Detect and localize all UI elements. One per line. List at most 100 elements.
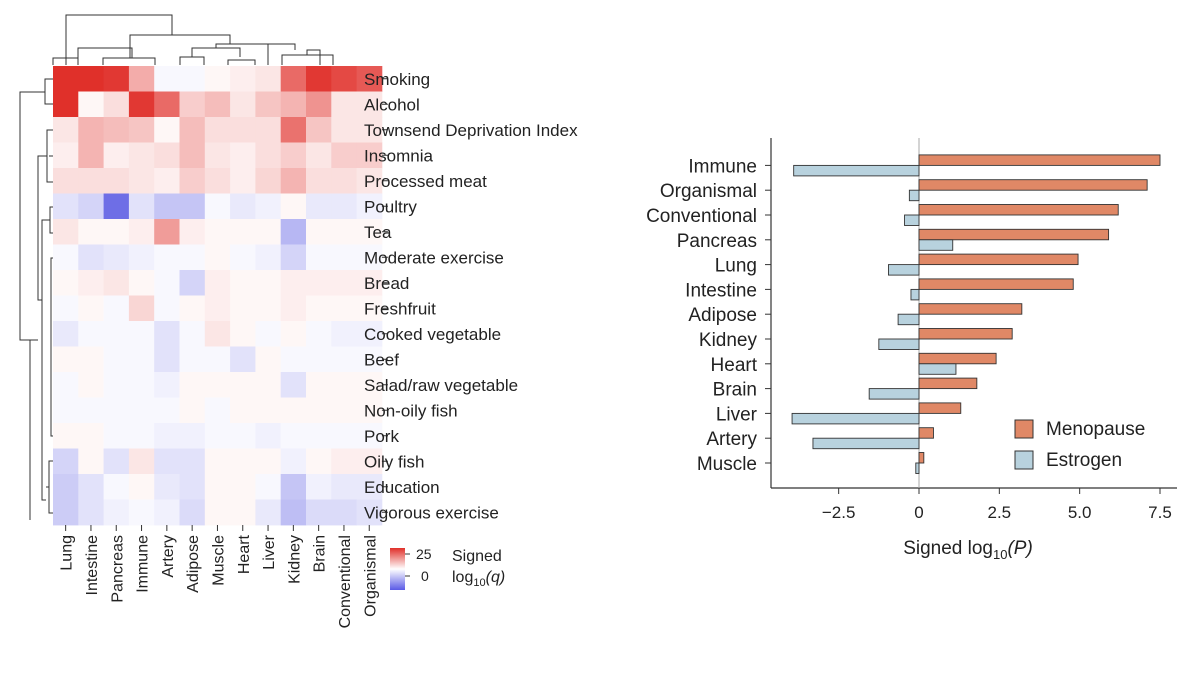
heatmap-cell xyxy=(204,193,231,220)
heatmap-panel: Smoking Alcohol Townsend Deprivation Index… xyxy=(19,14,578,628)
col-dendro-link xyxy=(102,57,156,65)
bar-chart-category-label: Organismal xyxy=(660,181,757,202)
heatmap-cell xyxy=(230,499,256,526)
heatmap-cell xyxy=(280,499,307,526)
heatmap-cell xyxy=(204,142,231,169)
heatmap-cell xyxy=(356,423,383,449)
heatmap-cell xyxy=(331,193,357,220)
heatmap-cell xyxy=(128,142,155,169)
heatmap-cell xyxy=(204,219,231,245)
heatmap-cell xyxy=(230,117,256,143)
heatmap-cell xyxy=(179,474,206,500)
heatmap-cell xyxy=(53,270,79,296)
bar-estrogen xyxy=(878,338,920,350)
heatmap-cell xyxy=(103,219,130,245)
bar-chart-category-label: Intestine xyxy=(685,280,757,301)
heatmap-cell xyxy=(306,448,332,475)
bar-menopause xyxy=(918,377,978,390)
heatmap-cell xyxy=(230,346,256,373)
heatmap-cell xyxy=(103,346,130,373)
heatmap-cell xyxy=(255,168,282,194)
heatmap-cell xyxy=(204,397,231,424)
heatmap-cell xyxy=(331,168,357,194)
heatmap-cell xyxy=(103,448,130,475)
color-scale-bar xyxy=(390,548,405,590)
heatmap-cell xyxy=(280,168,307,194)
heatmap-cell xyxy=(204,474,231,500)
row-dendro-link xyxy=(29,339,38,520)
heatmap-cell xyxy=(280,397,307,424)
heatmap-cell xyxy=(306,423,332,449)
row-dendro-link xyxy=(48,460,53,514)
bar-chart-legend: Menopause Estrogen xyxy=(1014,419,1145,471)
bar-menopause xyxy=(918,452,925,464)
bar-chart-category-label: Brain xyxy=(713,380,757,401)
heatmap-cell xyxy=(255,423,282,449)
heatmap-cell xyxy=(78,117,104,143)
col-dendro-link xyxy=(65,14,173,65)
heatmap-cell xyxy=(128,91,155,118)
heatmap-cell xyxy=(356,244,383,271)
heatmap-cell xyxy=(280,448,307,475)
heatmap-cell xyxy=(331,142,357,169)
bar-menopause xyxy=(918,352,997,365)
heatmap-row-label: Cooked vegetable xyxy=(364,325,501,344)
heatmap-cell xyxy=(306,193,332,220)
heatmap-cell xyxy=(331,244,357,271)
heatmap-cell xyxy=(255,499,282,526)
heatmap-cell xyxy=(103,321,130,347)
heatmap-cell xyxy=(306,499,332,526)
bar-chart-category-label: Heart xyxy=(711,355,758,376)
heatmap-cell xyxy=(255,219,282,245)
heatmap-cell xyxy=(255,117,282,143)
heatmap-cell xyxy=(53,448,79,475)
heatmap-col-label: Heart xyxy=(236,534,253,574)
col-dendro-link xyxy=(77,47,133,58)
heatmap-cell xyxy=(204,423,231,449)
heatmap-row-label: Smoking xyxy=(364,70,430,89)
heatmap-cell xyxy=(230,321,256,347)
row-dendro-link xyxy=(49,206,53,234)
bar-estrogen xyxy=(812,437,920,450)
heatmap-cell xyxy=(306,346,332,373)
bar-menopause xyxy=(918,228,1110,241)
heatmap-cell xyxy=(154,448,180,475)
heatmap-cell xyxy=(53,91,79,118)
heatmap-cell xyxy=(179,448,206,475)
heatmap-cell xyxy=(204,117,231,143)
heatmap-cell xyxy=(78,499,104,526)
heatmap-cell xyxy=(53,117,79,143)
heatmap-cell xyxy=(78,66,104,92)
heatmap-cell xyxy=(103,295,130,322)
heatmap-cell xyxy=(154,168,180,194)
heatmap-cell xyxy=(331,91,357,118)
heatmap-cell xyxy=(128,193,155,220)
heatmap-cell xyxy=(53,142,79,169)
bar-estrogen xyxy=(908,189,920,202)
heatmap-cell xyxy=(103,397,130,424)
heatmap-cell xyxy=(280,219,307,245)
legend-swatch-estrogen xyxy=(1014,450,1034,470)
heatmap-cell xyxy=(128,397,155,424)
bar-menopause xyxy=(918,303,1023,315)
heatmap-cell xyxy=(255,295,282,322)
heatmap-cell xyxy=(255,346,282,373)
heatmap-cell xyxy=(255,474,282,500)
color-scale-title-suffix: (q) xyxy=(486,569,506,586)
heatmap-cell xyxy=(230,474,256,500)
bar-chart-panel: Immune Organismal Conventional Pancreas Lung… xyxy=(646,138,1177,562)
bar-estrogen xyxy=(888,264,920,276)
heatmap-cell xyxy=(306,474,332,500)
bar-chart-x-axis-title: Signed log10(P) xyxy=(903,538,1033,562)
heatmap-cell xyxy=(230,193,256,220)
heatmap-cell xyxy=(103,499,130,526)
heatmap-cell xyxy=(280,321,307,347)
heatmap-cells xyxy=(53,66,383,526)
heatmap-cell xyxy=(306,295,332,322)
heatmap-cell xyxy=(204,295,231,322)
heatmap-cell xyxy=(128,117,155,143)
heatmap-cell xyxy=(204,168,231,194)
x-axis-title-suffix: (P) xyxy=(1007,538,1032,559)
heatmap-cell xyxy=(306,117,332,143)
heatmap-cell xyxy=(128,295,155,322)
